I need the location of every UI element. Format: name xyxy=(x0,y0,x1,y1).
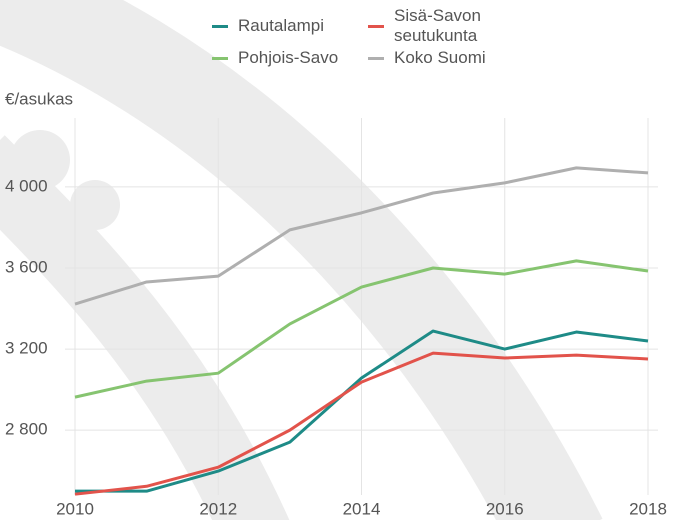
page: €/asukas 2 800 3 200 3 600 4 000 2010 2012 201… xyxy=(0,0,677,520)
y-tick-label: 3 200 xyxy=(5,339,48,358)
chart: €/asukas 2 800 3 200 3 600 4 000 2010 2012 201… xyxy=(0,0,677,520)
legend-item: Rautalampi xyxy=(212,16,346,36)
y-tick-label: 4 000 xyxy=(5,176,48,195)
legend-item: Koko Suomi xyxy=(368,48,502,68)
x-tick-label: 2012 xyxy=(199,499,237,518)
legend-label: Sisä-Savon seutukunta xyxy=(394,6,502,46)
watermark xyxy=(0,0,560,520)
legend: Rautalampi Pohjois-Savo Sisä-Savon seutuku… xyxy=(212,6,502,68)
legend-swatch xyxy=(368,57,384,60)
legend-label: Koko Suomi xyxy=(394,48,502,68)
legend-label: Rautalampi xyxy=(238,16,346,36)
y-axis-title: €/asukas xyxy=(5,89,73,108)
y-tick-label: 2 800 xyxy=(5,420,48,439)
x-tick-label: 2018 xyxy=(629,499,667,518)
legend-swatch xyxy=(368,25,384,28)
y-tick-label: 3 600 xyxy=(5,257,48,276)
legend-item: Sisä-Savon seutukunta xyxy=(368,6,502,46)
x-tick-label: 2010 xyxy=(56,499,94,518)
legend-swatch xyxy=(212,57,228,60)
legend-label: Pohjois-Savo xyxy=(238,48,346,68)
x-tick-label: 2014 xyxy=(343,499,381,518)
x-tick-label: 2016 xyxy=(486,499,524,518)
legend-item: Pohjois-Savo xyxy=(212,48,346,68)
legend-swatch xyxy=(212,25,228,28)
